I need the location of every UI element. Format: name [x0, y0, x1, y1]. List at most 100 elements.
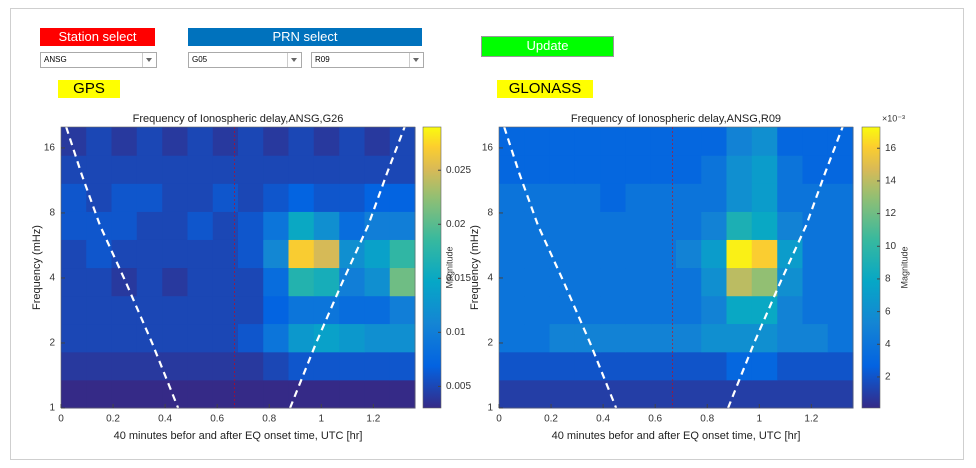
- heatmap-cell: [389, 183, 416, 212]
- x-tick-label: 0.2: [544, 414, 558, 425]
- heatmap-cell: [86, 127, 112, 156]
- heatmap-cell: [86, 267, 112, 297]
- heatmap-cell: [389, 267, 416, 297]
- y-tick-label: 2: [49, 338, 55, 349]
- heatmap-cell: [600, 379, 627, 409]
- heatmap-cell: [777, 155, 804, 184]
- heatmap-cell: [549, 323, 576, 353]
- heatmap-cell: [802, 295, 829, 325]
- heatmap-cell: [701, 351, 727, 381]
- heatmap-cell: [339, 323, 366, 353]
- axes-box: [60, 126, 416, 409]
- heatmap-cell: [827, 239, 854, 269]
- axes-box: [498, 126, 854, 409]
- heatmap-cell: [364, 379, 391, 409]
- heatmap-cell: [187, 239, 214, 269]
- heatmap-cell: [212, 323, 239, 353]
- heatmap-cell: [339, 295, 366, 325]
- heatmap-cell: [499, 239, 525, 269]
- heatmap-cell: [751, 267, 778, 297]
- heatmap-cell: [86, 211, 112, 240]
- heatmap-cell: [650, 155, 677, 184]
- heatmap-cell: [574, 239, 601, 269]
- heatmap-cell: [802, 267, 829, 297]
- colorbar-tick-label: 10: [885, 241, 897, 252]
- heatmap-cell: [524, 155, 550, 184]
- heatmap-cell: [600, 267, 627, 297]
- heatmap-cell: [827, 323, 854, 353]
- heatmap-cell: [61, 239, 87, 269]
- y-tick-label: 1: [49, 403, 55, 414]
- heatmap-cell: [187, 295, 214, 325]
- heatmap-cell: [650, 211, 677, 240]
- heatmap-cell: [313, 379, 340, 409]
- heatmap-cell: [238, 323, 264, 353]
- heatmap-cell: [499, 351, 525, 381]
- heatmap-cell: [650, 379, 677, 409]
- heatmap-cell: [676, 211, 702, 240]
- heatmap-cell: [389, 239, 416, 269]
- station-select-label: Station select: [40, 28, 155, 46]
- heatmap-cell: [524, 351, 550, 381]
- heatmap-cell: [701, 295, 727, 325]
- heatmap-cell: [238, 127, 264, 156]
- heatmap-cell: [726, 351, 753, 381]
- heatmap-cell: [625, 267, 652, 297]
- station-value: ANSG: [44, 55, 67, 64]
- heatmap-cell: [524, 211, 550, 240]
- heatmap-cell: [288, 127, 315, 156]
- heatmap-cell: [364, 155, 391, 184]
- x-axis-label: 40 minutes befor and after EQ onset time…: [552, 430, 801, 442]
- heatmap-cell: [238, 267, 264, 297]
- heatmap-cell: [212, 239, 239, 269]
- heatmap-cell: [61, 183, 87, 212]
- heatmap-cell: [86, 155, 112, 184]
- heatmap-cell: [111, 351, 138, 381]
- heatmap-cell: [212, 155, 239, 184]
- colorbar: [861, 126, 881, 409]
- heatmap-cell: [389, 127, 416, 156]
- gps-panel-label: GPS: [58, 80, 120, 98]
- x-tick-label: 1: [319, 414, 325, 425]
- heatmap-cell: [86, 323, 112, 353]
- heatmap-cell: [313, 155, 340, 184]
- heatmap-cell: [625, 379, 652, 409]
- heatmap-cell: [111, 211, 138, 240]
- glonass-panel-label: GLONASS: [497, 80, 593, 98]
- heatmap-cell: [61, 351, 87, 381]
- heatmap-cell: [751, 351, 778, 381]
- heatmap-cell: [726, 239, 753, 269]
- heatmap-cell: [86, 379, 112, 409]
- heatmap-cell: [364, 295, 391, 325]
- heatmap-cell: [650, 127, 677, 156]
- heatmap-cell: [726, 127, 753, 156]
- heatmap-cell: [777, 239, 804, 269]
- heatmap-cell: [600, 351, 627, 381]
- heatmap-cell: [263, 211, 289, 240]
- heatmap-cell: [238, 379, 264, 409]
- heatmap-cell: [339, 351, 366, 381]
- y-tick-label: 2: [487, 338, 493, 349]
- heatmap-cell: [802, 127, 829, 156]
- heatmap-cell: [625, 155, 652, 184]
- x-tick-label: 0.6: [648, 414, 662, 425]
- heatmap-cell: [288, 323, 315, 353]
- gps-prn-dropdown[interactable]: G05: [188, 52, 302, 68]
- heatmap-cell: [751, 183, 778, 212]
- x-tick-label: 0.4: [596, 414, 610, 425]
- colorbar-tick-label: 0.01: [446, 327, 466, 338]
- heatmap-cell: [777, 211, 804, 240]
- colorbar-tick-label: 12: [885, 208, 897, 219]
- station-dropdown[interactable]: ANSG: [40, 52, 157, 68]
- cone-of-influence: [65, 126, 406, 409]
- heatmap-cell: [625, 323, 652, 353]
- heatmap-cell: [389, 323, 416, 353]
- cone-of-influence: [503, 126, 844, 409]
- glonass-prn-dropdown[interactable]: R09: [311, 52, 424, 68]
- heatmap-cell: [162, 183, 189, 212]
- heatmap-cell: [86, 351, 112, 381]
- x-tick-label: 0.4: [158, 414, 172, 425]
- heatmap-cell: [212, 351, 239, 381]
- update-button[interactable]: Update: [481, 36, 614, 57]
